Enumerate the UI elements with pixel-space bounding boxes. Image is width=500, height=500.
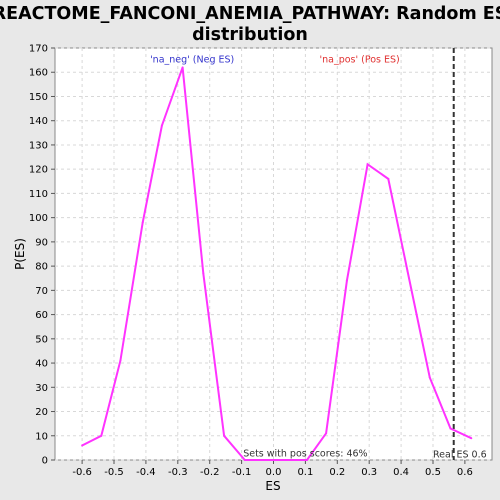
data-point (202, 272, 205, 275)
y-axis-ticks: 0 10 20 30 40 50 60 70 80 90 100 110 120 130 140 150 160… (29, 44, 55, 467)
data-point (428, 376, 431, 379)
x-tick-label: 0.4 (393, 467, 409, 478)
x-tick-label: -0.1 (232, 467, 252, 478)
y-tick-label: 150 (29, 92, 48, 103)
y-tick-label: 110 (29, 189, 48, 200)
y-axis-label: P(ES) (13, 238, 27, 270)
y-tick-label: 30 (35, 383, 48, 394)
x-tick-label: 0.3 (361, 467, 377, 478)
y-tick-label: 130 (29, 140, 48, 151)
y-tick-label: 10 (35, 431, 48, 442)
annotation-pos-es: 'na_pos' (Pos ES) (319, 55, 399, 66)
chart-title-line1: REACTOME_FANCONI_ANEMIA_PATHWAY: Random … (0, 4, 500, 24)
data-point (470, 437, 473, 440)
y-tick-label: 20 (35, 407, 48, 418)
data-point (449, 427, 452, 430)
x-axis-label: ES (265, 479, 280, 493)
annotation-neg-es: 'na_neg' (Neg ES) (150, 55, 234, 66)
x-tick-label: -0.6 (72, 467, 92, 478)
data-point (160, 124, 163, 127)
data-point (387, 177, 390, 180)
data-point (181, 66, 184, 69)
y-tick-label: 100 (29, 213, 48, 224)
y-tick-label: 50 (35, 334, 48, 345)
data-point (345, 279, 348, 282)
data-point (305, 459, 308, 461)
annotation-pos-scores: Sets with pos scores: 46% (243, 448, 367, 459)
x-tick-label: 0.2 (329, 467, 345, 478)
y-tick-label: 0 (42, 456, 48, 467)
y-tick-label: 170 (29, 44, 48, 55)
grid (55, 47, 492, 461)
y-tick-label: 140 (29, 116, 48, 127)
y-tick-label: 80 (35, 262, 48, 273)
x-tick-label: 0.1 (297, 467, 313, 478)
x-tick-label: 0.5 (425, 467, 441, 478)
chart-title-line2: distribution (192, 25, 308, 45)
data-point (406, 269, 409, 272)
data-point (119, 359, 122, 362)
y-tick-label: 70 (35, 286, 48, 297)
x-tick-label: 0.0 (266, 467, 282, 478)
y-tick-label: 120 (29, 165, 48, 176)
data-point (243, 459, 246, 461)
y-tick-label: 160 (29, 68, 48, 79)
data-point (262, 459, 265, 461)
data-point (100, 434, 103, 437)
x-tick-label: -0.5 (104, 467, 124, 478)
y-tick-label: 40 (35, 359, 48, 370)
data-point (366, 163, 369, 166)
series-line (81, 66, 473, 461)
data-point (81, 444, 84, 447)
x-tick-label: -0.4 (136, 467, 156, 478)
annotation-real-es: Real ES 0.6 (433, 450, 487, 461)
y-tick-label: 90 (35, 237, 48, 248)
x-tick-label: 0.6 (457, 467, 473, 478)
x-axis-ticks: -0.6 -0.5 -0.4 -0.3 -0.2 -0.1 0.0 0.1 0.2 0.3 0.4 0… (72, 460, 473, 478)
y-tick-label: 60 (35, 310, 48, 321)
data-point (223, 434, 226, 437)
data-point (325, 432, 328, 435)
data-point (285, 459, 288, 461)
x-tick-label: -0.2 (200, 467, 220, 478)
x-tick-label: -0.3 (168, 467, 188, 478)
series-polyline (81, 67, 472, 461)
data-point (141, 221, 144, 224)
